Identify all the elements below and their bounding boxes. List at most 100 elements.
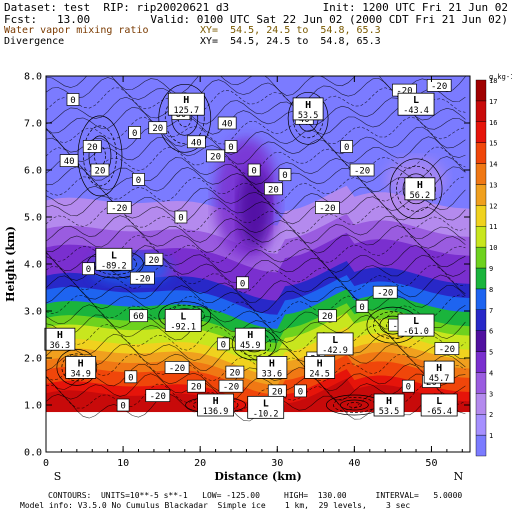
y-tick-label: 0.0 bbox=[24, 448, 42, 459]
contour-label: 0 bbox=[278, 168, 292, 182]
x-tick-label: 20 bbox=[194, 458, 206, 469]
contour-label-box bbox=[401, 379, 415, 393]
contour-label: 20 bbox=[318, 309, 337, 322]
field2-name: Divergence bbox=[4, 36, 65, 47]
extremum-box bbox=[397, 92, 435, 116]
contour-label: 40 bbox=[217, 116, 237, 130]
colorbar-swatch bbox=[475, 205, 487, 227]
extremum-marker: L-61.0 bbox=[397, 313, 435, 337]
contour-label-box bbox=[148, 121, 168, 135]
colorbar-swatch bbox=[475, 163, 487, 185]
dataset-label: Dataset: test RIP: rip20020621 d3 bbox=[4, 1, 230, 14]
contour-label: 0 bbox=[66, 93, 80, 106]
contour-label-text: 20 bbox=[149, 256, 160, 266]
contour-label-box bbox=[340, 140, 354, 153]
contour-label-text: 0 bbox=[251, 167, 256, 177]
contour-line bbox=[46, 254, 466, 283]
extremum-box bbox=[234, 327, 266, 351]
contour-label-box bbox=[116, 398, 130, 412]
contour-label: 0 bbox=[236, 276, 249, 290]
extremum-box bbox=[247, 395, 285, 419]
contour-label-text: 40 bbox=[191, 138, 202, 148]
contour-label-text: 0 bbox=[86, 265, 91, 275]
colorbar-tick-label: 10 bbox=[489, 244, 497, 252]
colorbar-swatch bbox=[475, 393, 487, 415]
colorbar-tick-label: 13 bbox=[489, 181, 497, 189]
contour-label: 0 bbox=[247, 163, 261, 177]
contour-cell bbox=[389, 158, 443, 220]
contour-label-box bbox=[278, 168, 292, 182]
contour-label-box bbox=[206, 149, 225, 163]
contour-label-text: 0 bbox=[70, 96, 75, 106]
colorbar-swatch bbox=[475, 414, 487, 436]
extremum-marker: H36.3 bbox=[44, 327, 76, 351]
south-label: S bbox=[54, 470, 62, 483]
contour-label-box bbox=[434, 342, 460, 355]
colorbar-tick-label: 15 bbox=[489, 140, 497, 148]
contour-line bbox=[46, 136, 466, 165]
extremum-box bbox=[373, 393, 405, 417]
contour-label-box bbox=[264, 182, 283, 196]
contour-label: -20 bbox=[145, 389, 171, 402]
contour-cell bbox=[347, 402, 362, 408]
contour-label-text: 0 bbox=[344, 143, 349, 153]
contour-cell bbox=[158, 83, 212, 153]
contour-label: -20 bbox=[164, 361, 190, 374]
contour-label: 20 bbox=[82, 140, 102, 153]
extremum-value: -89.2 bbox=[101, 261, 127, 271]
contour-label: 20 bbox=[186, 379, 206, 393]
contour-label-box bbox=[236, 276, 249, 290]
extremum-box bbox=[256, 355, 288, 379]
extremum-kind: L bbox=[111, 250, 117, 261]
colorbar-tick-label: 5 bbox=[489, 349, 493, 357]
extremum-value: 53.5 bbox=[298, 111, 318, 121]
contour-label-box bbox=[132, 173, 145, 186]
extremum-box bbox=[197, 393, 235, 417]
contour-label: -20 bbox=[426, 79, 452, 92]
colorbar-swatch bbox=[475, 121, 487, 143]
colorbar-tick-label: 11 bbox=[489, 223, 497, 231]
extremum-kind: H bbox=[305, 100, 311, 111]
y-tick-label: 6.0 bbox=[24, 166, 42, 177]
extremum-kind: H bbox=[317, 358, 323, 369]
extremum-kind: H bbox=[183, 95, 189, 106]
y-tick-label: 5.0 bbox=[24, 213, 42, 224]
contour-label-text: 0 bbox=[128, 373, 133, 383]
contour-label: 20 bbox=[267, 384, 287, 397]
extremum-marker: H56.2 bbox=[404, 177, 436, 201]
extremum-box bbox=[397, 313, 435, 337]
contour-label: 20 bbox=[144, 252, 164, 266]
extremum-kind: L bbox=[332, 335, 338, 346]
contour-label-text: -20 bbox=[150, 392, 166, 402]
contour-label-text: 0 bbox=[221, 340, 226, 350]
contour-cell bbox=[340, 399, 369, 411]
x-axis-label: Distance (km) bbox=[214, 470, 301, 483]
x-tick-label: 30 bbox=[271, 458, 283, 469]
x-tick-label: 40 bbox=[348, 458, 360, 469]
contour-label: 20 bbox=[264, 182, 283, 196]
field2-xy: XY= 54.5, 24.5 to 54.8, 65.3 bbox=[200, 36, 381, 47]
contour-label-text: 20 bbox=[87, 143, 98, 153]
y-tick-label: 2.0 bbox=[24, 354, 42, 365]
contour-label: -20 bbox=[315, 201, 340, 214]
contour-label-box bbox=[355, 299, 369, 313]
contour-cell bbox=[396, 165, 436, 212]
contour-label-box bbox=[130, 271, 155, 285]
contour-label-text: 20 bbox=[152, 124, 163, 134]
colorbar-swatch bbox=[475, 100, 487, 122]
contour-line bbox=[46, 353, 466, 382]
contour-line bbox=[46, 106, 466, 135]
valid-time-label: Valid: 0100 UTC Sat 22 Jun 02 (2000 CDT … bbox=[150, 13, 508, 26]
colorbar-tick-label: 12 bbox=[489, 202, 497, 210]
extremum-value: 56.2 bbox=[410, 191, 430, 201]
contour-label-text: -20 bbox=[319, 204, 335, 214]
moist-plume-core bbox=[238, 167, 271, 248]
contour-label-box bbox=[372, 285, 398, 299]
contour-label-text: -20 bbox=[377, 289, 393, 299]
contour-label-text: -20 bbox=[439, 345, 455, 355]
extremum-value: 33.6 bbox=[262, 369, 282, 379]
contour-label: 0 bbox=[401, 379, 415, 393]
forecast-hour-label: Fcst: 13.00 bbox=[4, 13, 91, 26]
